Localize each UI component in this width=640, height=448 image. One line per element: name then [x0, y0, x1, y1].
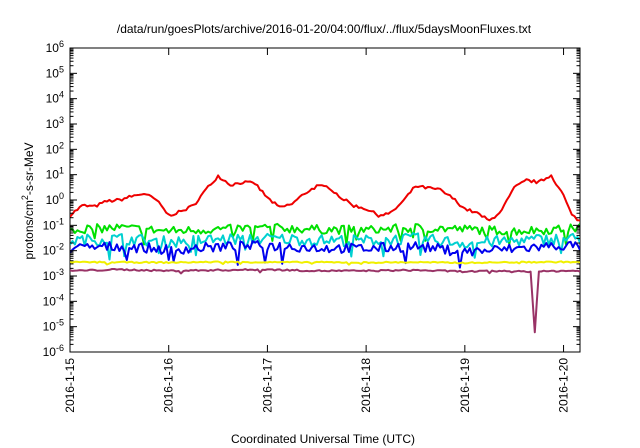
- x-tick-label: 2016-1-19: [458, 358, 472, 413]
- y-tick-label: 104: [46, 90, 64, 106]
- y-tick-label: 103: [46, 115, 64, 131]
- y-tick-label: 10-5: [43, 318, 64, 334]
- y-tick-label: 102: [46, 140, 64, 156]
- y-tick-label: 101: [46, 166, 64, 182]
- y-tick-label: 10-6: [43, 343, 64, 359]
- x-tick-label: 2016-1-16: [162, 358, 176, 413]
- y-tick-label: 10-3: [43, 267, 64, 283]
- y-tick-label: 10-2: [43, 242, 64, 258]
- series-line: [70, 222, 580, 246]
- y-axis-label-rest: -s-sr-MeV: [22, 142, 36, 195]
- y-tick-label: 10-1: [43, 216, 64, 232]
- y-tick-label: 100: [46, 191, 64, 207]
- x-ticks: 2016-1-15 2016-1-16 2016-1-17 2016-1-18 2016…: [63, 48, 571, 413]
- series-line: [70, 260, 580, 266]
- plot-frame: [69, 47, 581, 353]
- y-tick-label: 10-4: [43, 292, 64, 308]
- y-tick-label: 105: [46, 64, 64, 80]
- chart-title: /data/run/goesPlots/archive/2016-01-20/0…: [117, 22, 532, 36]
- x-tick-label: 2016-1-18: [359, 358, 373, 413]
- series-line: [70, 174, 580, 222]
- y-ticks: 10-6 10-5 10-4 10-3 10-2 10-1 100 101 102 103 104 1…: [43, 39, 580, 359]
- x-tick-label: 2016-1-15: [63, 358, 77, 413]
- y-tick-label: 106: [46, 39, 64, 55]
- y-axis-label-sup: 2: [20, 195, 30, 200]
- y-axis-label: protons/cm2-s-sr-MeV: [20, 142, 36, 259]
- series-line: [70, 232, 580, 261]
- svg-text:protons/cm2-s-sr-MeV: protons/cm2-s-sr-MeV: [20, 142, 36, 259]
- x-tick-label: 2016-1-17: [260, 358, 274, 413]
- series-layer: [70, 174, 580, 334]
- x-axis-label: Coordinated Universal Time (UTC): [231, 432, 415, 446]
- series-line: [70, 240, 580, 269]
- x-tick-label: 2016-1-20: [557, 358, 571, 413]
- series-line: [70, 268, 580, 334]
- y-axis-label-main: protons/cm: [22, 200, 36, 259]
